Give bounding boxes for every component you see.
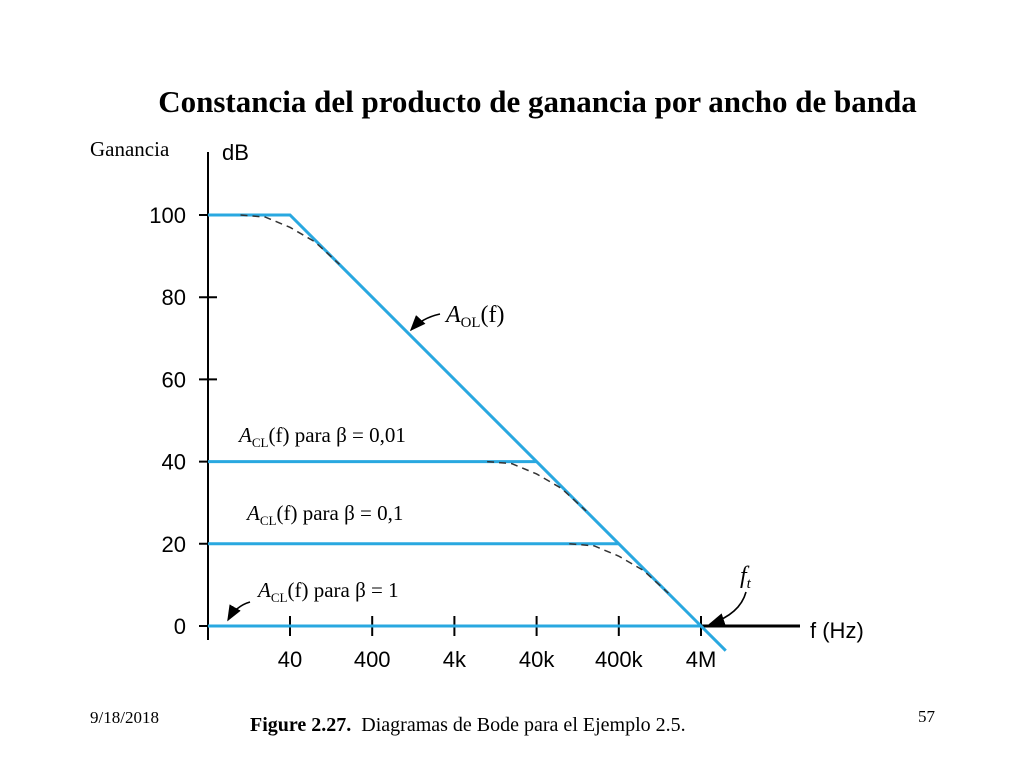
series-label-acl-01: ACL(f) para β = 0,1 <box>245 501 403 528</box>
labels-layer: 0 20 40 60 80 100 40 400 4k 40k 400k 4M dB f (Hz) AOL(… <box>149 140 863 672</box>
caption-figure-number: Figure 2.27. <box>250 714 352 736</box>
x-tick-label: 400 <box>354 647 391 672</box>
series-label-acl-001: ACL(f) para β = 0,01 <box>237 423 406 450</box>
figure-caption: Figure 2.27. Diagramas de Bode para el E… <box>250 714 686 737</box>
curves-layer <box>208 213 727 652</box>
arrow-ft <box>708 591 747 626</box>
slide-title: Constancia del producto de ganancia por … <box>158 84 917 119</box>
ft-annotation: ft <box>740 563 752 592</box>
arrow-aol <box>409 313 441 332</box>
y-tick-label: 100 <box>149 203 186 228</box>
x-tick-label: 400k <box>595 647 644 672</box>
y-tick-label: 80 <box>162 285 186 310</box>
dashed-actual-curve <box>240 214 340 265</box>
x-tick-label: 4M <box>686 647 717 672</box>
y-tick-label: 20 <box>162 532 186 557</box>
y-axis-label: dB <box>222 140 249 165</box>
x-tick-label: 40k <box>519 647 555 672</box>
series-label-aol: AOL(f) <box>444 302 505 331</box>
caption-text: Diagramas de Bode para el Ejemplo 2.5. <box>361 714 686 736</box>
series-line <box>208 213 727 652</box>
arrow-acl-1 <box>227 601 251 622</box>
footer-date: 9/18/2018 <box>90 708 159 727</box>
y-tick-label: 0 <box>174 614 186 639</box>
ganancia-label: Ganancia <box>90 137 170 161</box>
page-number: 57 <box>918 707 935 726</box>
dashed-actual-curve <box>569 543 669 594</box>
y-tick-label: 40 <box>162 450 186 475</box>
x-tick-label: 4k <box>443 647 467 672</box>
x-axis-label: f (Hz) <box>810 618 864 643</box>
dashed-actual-curve <box>487 460 587 512</box>
x-tick-label: 40 <box>278 647 302 672</box>
axes-layer <box>199 152 800 640</box>
series-label-acl-1: ACL(f) para β = 1 <box>256 578 399 605</box>
y-tick-label: 60 <box>162 367 186 392</box>
